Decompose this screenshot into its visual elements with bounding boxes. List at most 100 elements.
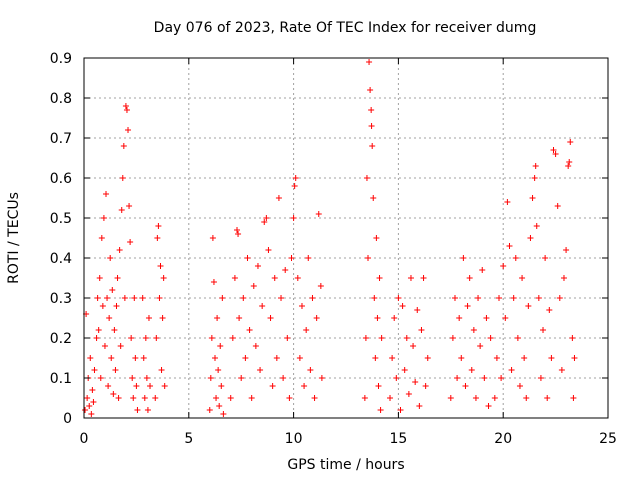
data-point bbox=[147, 383, 154, 389]
data-point bbox=[405, 391, 412, 397]
y-tick-label: 0 bbox=[63, 411, 72, 427]
data-point bbox=[153, 335, 160, 341]
data-point bbox=[516, 383, 523, 389]
data-point bbox=[290, 215, 297, 221]
data-point bbox=[161, 383, 168, 389]
data-point bbox=[127, 239, 134, 245]
data-point bbox=[219, 295, 226, 301]
data-point bbox=[391, 315, 398, 321]
data-point bbox=[422, 383, 429, 389]
data-point bbox=[301, 383, 308, 389]
data-point bbox=[142, 335, 149, 341]
data-point bbox=[374, 315, 381, 321]
data-point bbox=[269, 383, 276, 389]
data-point bbox=[154, 235, 161, 241]
data-point bbox=[477, 343, 484, 349]
data-point bbox=[373, 235, 380, 241]
data-point bbox=[523, 395, 530, 401]
data-point bbox=[410, 343, 417, 349]
data-point bbox=[82, 407, 89, 413]
data-point bbox=[558, 367, 565, 373]
data-point bbox=[420, 275, 427, 281]
data-point bbox=[537, 375, 544, 381]
data-point bbox=[479, 267, 486, 273]
axis-ticks bbox=[83, 57, 609, 419]
data-point bbox=[116, 247, 123, 253]
data-point bbox=[263, 215, 270, 221]
data-point bbox=[87, 355, 94, 361]
data-point bbox=[212, 355, 218, 361]
data-point bbox=[318, 375, 325, 381]
data-point bbox=[368, 123, 375, 129]
chart-title: Day 076 of 2023, Rate Of TEC Index for r… bbox=[154, 20, 537, 36]
data-point bbox=[546, 307, 553, 313]
data-point bbox=[111, 327, 118, 333]
data-point bbox=[512, 255, 519, 261]
data-point bbox=[145, 315, 152, 321]
data-point bbox=[97, 375, 104, 381]
data-point bbox=[395, 295, 402, 301]
data-point bbox=[303, 327, 310, 333]
data-point bbox=[560, 275, 567, 281]
data-point bbox=[399, 303, 406, 309]
data-point bbox=[376, 275, 383, 281]
data-point bbox=[254, 263, 261, 269]
data-point bbox=[525, 303, 532, 309]
data-point bbox=[487, 335, 494, 341]
data-point bbox=[99, 303, 106, 309]
data-point bbox=[210, 279, 217, 285]
data-point bbox=[140, 355, 147, 361]
data-point bbox=[424, 355, 431, 361]
data-point bbox=[271, 275, 278, 281]
data-point bbox=[550, 147, 557, 153]
data-point bbox=[315, 211, 322, 217]
data-point bbox=[389, 355, 396, 361]
y-tick-label: 0.7 bbox=[50, 131, 72, 147]
data-point bbox=[95, 327, 102, 333]
data-point bbox=[506, 243, 513, 249]
data-point bbox=[451, 295, 458, 301]
data-point bbox=[288, 255, 295, 261]
data-point bbox=[90, 399, 97, 405]
y-tick-label: 0.4 bbox=[50, 251, 72, 267]
data-point bbox=[84, 395, 91, 401]
data-point bbox=[133, 383, 140, 389]
data-point bbox=[129, 375, 136, 381]
data-point bbox=[375, 383, 382, 389]
data-point bbox=[565, 163, 572, 169]
plot-frame bbox=[83, 57, 609, 419]
data-point bbox=[454, 375, 461, 381]
data-point bbox=[206, 407, 213, 413]
data-point bbox=[397, 407, 404, 413]
data-point bbox=[378, 335, 385, 341]
data-point bbox=[527, 235, 534, 241]
data-point bbox=[377, 407, 384, 413]
data-point bbox=[282, 267, 289, 273]
data-point bbox=[105, 383, 112, 389]
data-point bbox=[114, 275, 121, 281]
data-point bbox=[462, 383, 469, 389]
x-tick-labels: 0 5 10 15 20 25 bbox=[80, 431, 617, 447]
data-point bbox=[447, 395, 454, 401]
data-point bbox=[141, 395, 148, 401]
data-point bbox=[213, 395, 220, 401]
data-point bbox=[88, 411, 95, 417]
data-point bbox=[393, 375, 400, 381]
data-point bbox=[500, 263, 507, 269]
data-point bbox=[475, 295, 482, 301]
data-point bbox=[244, 255, 251, 261]
data-point bbox=[267, 315, 274, 321]
data-point bbox=[158, 367, 165, 373]
data-point bbox=[483, 315, 490, 321]
y-tick-labels: 0 0.1 0.2 0.3 0.4 0.5 0.6 0.7 0.8 0.9 bbox=[50, 51, 72, 427]
data-point bbox=[370, 195, 377, 201]
data-point bbox=[280, 375, 287, 381]
data-point bbox=[298, 303, 305, 309]
data-point bbox=[493, 355, 500, 361]
x-tick-label: 5 bbox=[184, 431, 193, 447]
data-point bbox=[532, 163, 539, 169]
data-point bbox=[122, 103, 129, 109]
data-point bbox=[113, 303, 120, 309]
data-point bbox=[566, 159, 573, 165]
